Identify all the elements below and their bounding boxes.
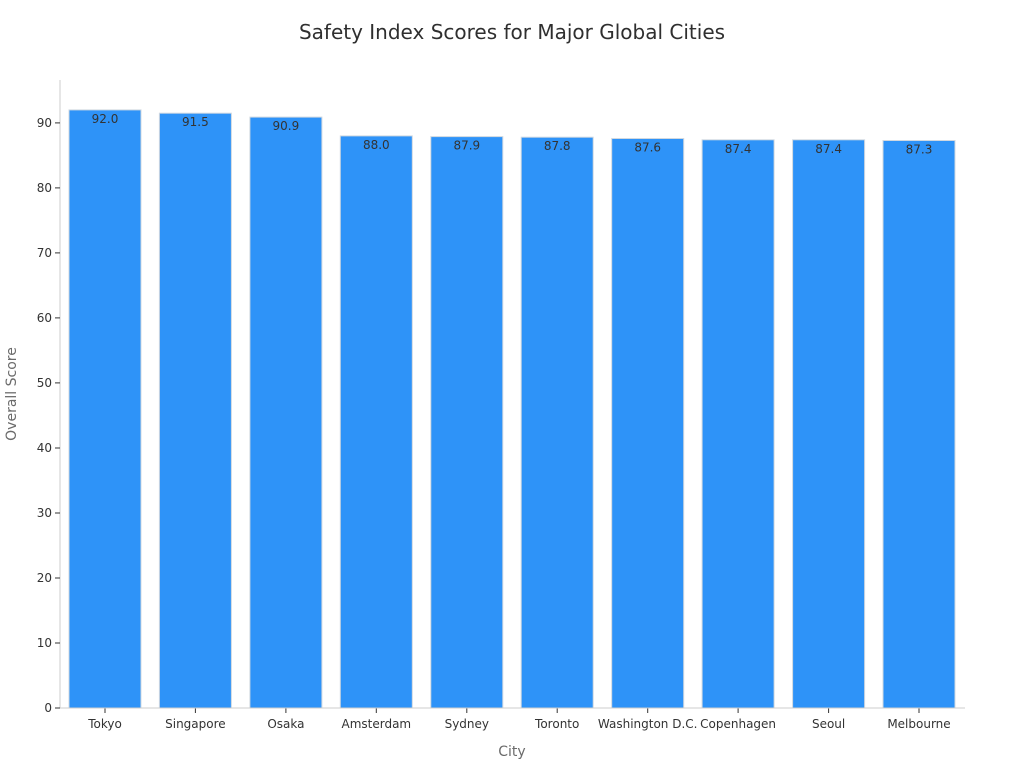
x-tick-label: Copenhagen (700, 717, 776, 731)
bar-osaka (249, 116, 323, 709)
bar-melbourne (882, 140, 956, 709)
data-label: 87.4 (725, 142, 752, 156)
bar-amsterdam (339, 135, 413, 709)
bar-sydney (430, 136, 504, 709)
bar-singapore (158, 112, 232, 709)
y-tick-label: 80 (37, 181, 52, 195)
data-label: 92.0 (92, 112, 119, 126)
y-tick-label: 20 (37, 571, 52, 585)
x-tick-label: Singapore (165, 717, 226, 731)
data-label: 87.8 (544, 139, 571, 153)
y-tick-label: 10 (37, 636, 52, 650)
x-tick-label: Washington D.C. (598, 717, 698, 731)
y-tick-label: 60 (37, 311, 52, 325)
x-tick-label: Sydney (445, 717, 489, 731)
bar-seoul (792, 139, 866, 709)
x-tick-label: Toronto (534, 717, 579, 731)
bars-group (68, 109, 956, 709)
data-label: 87.9 (453, 139, 480, 153)
x-axis-title: City (498, 744, 525, 760)
data-label: 90.9 (273, 119, 300, 133)
data-label: 87.6 (634, 141, 661, 155)
data-labels-group: 92.0 91.5 90.9 88.0 87.9 87.8 87.6 87.4 87.4 87.3 (92, 112, 933, 157)
x-tick-label: Melbourne (887, 717, 950, 731)
data-label: 87.4 (815, 142, 842, 156)
bar-copenhagen (701, 139, 775, 709)
y-axis-title: Overall Score (4, 347, 20, 441)
y-tick-label: 0 (44, 701, 52, 715)
data-label: 87.3 (906, 143, 933, 157)
x-tick-label: Osaka (267, 717, 304, 731)
chart-title: Safety Index Scores for Major Global Cit… (298, 20, 726, 44)
bar-tokyo (68, 109, 142, 709)
bar-washington-d-c (611, 138, 685, 709)
x-tick-label: Tokyo (87, 717, 122, 731)
y-tick-label: 70 (37, 246, 52, 260)
data-label: 88.0 (363, 138, 390, 152)
y-axis: 0 10 20 30 40 50 60 70 80 90 (37, 80, 61, 715)
x-tick-label: Amsterdam (341, 717, 411, 731)
y-tick-label: 50 (37, 376, 52, 390)
y-tick-label: 40 (37, 441, 52, 455)
data-label: 91.5 (182, 115, 209, 129)
y-tick-label: 90 (37, 116, 52, 130)
y-tick-label: 30 (37, 506, 52, 520)
x-axis: Tokyo Singapore Osaka Amsterdam Sydney Toront… (60, 707, 965, 731)
bar-toronto (520, 136, 594, 709)
x-tick-label: Seoul (812, 717, 845, 731)
